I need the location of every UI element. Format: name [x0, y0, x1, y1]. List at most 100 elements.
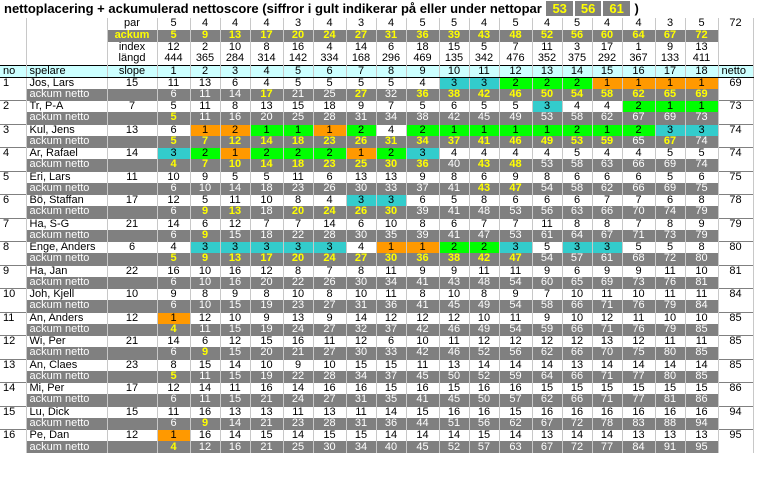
hole-placing: 15: [190, 358, 221, 371]
hole-placing: 10: [220, 311, 251, 324]
hole-placing: 2: [406, 123, 440, 136]
hole-placing: 1: [406, 241, 440, 254]
ackum-netto-cell: 13: [220, 253, 251, 265]
ackum-netto-cell: 63: [592, 159, 623, 171]
ackum-netto-cell: 25: [346, 159, 377, 171]
length-cell: 469: [406, 53, 440, 65]
ackum-netto-cell: 32: [346, 323, 377, 336]
par-cell: 4: [532, 18, 563, 30]
ackum-cell: 17: [250, 29, 284, 42]
ackum-netto-cell: 48: [469, 206, 500, 218]
player-netto: 73: [718, 100, 754, 113]
ackum-netto-cell: 41: [439, 229, 470, 242]
hole-placing: 13: [250, 405, 284, 418]
ackum-netto-cell: 69: [655, 112, 686, 124]
hole-placing: 12: [346, 335, 377, 348]
hole-placing: 13: [346, 170, 377, 183]
ackum-netto-cell: 42: [439, 112, 470, 124]
hole-placing: 9: [685, 217, 719, 230]
blank-cell: [718, 206, 754, 218]
hole-placing: 14: [313, 217, 347, 230]
ackum-netto-cell: 42: [469, 88, 500, 101]
hole-placing: 8: [406, 217, 440, 230]
length-cell: 292: [592, 53, 623, 65]
hole-placing: 7: [313, 264, 347, 277]
hole-placing: 9: [406, 264, 440, 277]
blank-cell: [0, 253, 27, 265]
ackum-netto-cell: 43: [469, 182, 500, 195]
hole-placing: 11: [685, 288, 719, 301]
col-hole: 5: [283, 64, 314, 78]
hole-placing: 5: [157, 100, 191, 113]
hole-placing: 13: [283, 311, 314, 324]
ackum-netto-cell: 21: [250, 441, 284, 453]
ackum-netto-cell: 15: [220, 323, 251, 336]
ackum-netto-row: ackum netto 6 9 15 20 21 27 30 33 42 46 52 56 62 66 70 7…: [0, 347, 754, 359]
hole-placing: 15: [562, 382, 593, 395]
index-cell: 4: [313, 41, 347, 54]
hole-placing: 1: [376, 241, 407, 254]
ackum-netto-cell: 60: [532, 276, 563, 289]
ackum-netto-cell: 10: [190, 300, 221, 312]
ackum-netto-cell: 53: [562, 135, 593, 148]
ackum-netto-cell: 21: [250, 394, 284, 406]
hole-placing: 15: [406, 405, 440, 418]
hole-placing: 10: [562, 288, 593, 301]
length-row: längd 444 365 284 314 142 334 168 296 469 135 342 47…: [0, 53, 754, 65]
hole-placing: 16: [655, 405, 686, 418]
ackum-netto-cell: 65: [562, 276, 593, 289]
ackum-netto-cell: 21: [250, 417, 284, 430]
ackum-netto-cell: 23: [283, 300, 314, 312]
hole-placing: 12: [562, 335, 593, 348]
hole-placing: 15: [250, 429, 284, 442]
ackum-netto-cell: 7: [190, 135, 221, 148]
length-cell: 375: [562, 53, 593, 65]
index-label: index: [107, 41, 158, 54]
ackum-netto-cell: 25: [283, 112, 314, 124]
ackum-netto-cell: 26: [313, 182, 347, 195]
legend-value-3: 61: [603, 1, 630, 16]
player-slope: 21: [107, 217, 158, 230]
player-netto: 75: [718, 170, 754, 183]
col-slope: slope: [107, 64, 158, 78]
hole-placing: 11: [469, 264, 500, 277]
hole-placing: 3: [499, 241, 533, 254]
hole-placing: 3: [592, 241, 623, 254]
hole-placing: 13: [220, 405, 251, 418]
hole-placing: 7: [622, 217, 656, 230]
length-cell: 365: [190, 53, 221, 65]
col-hole: 16: [622, 64, 656, 78]
hole-placing: 14: [220, 358, 251, 371]
player-netto: 86: [718, 382, 754, 395]
ackum-netto-cell: 13: [220, 206, 251, 218]
hole-placing: 11: [499, 311, 533, 324]
hole-placing: 5: [655, 170, 686, 183]
ackum-netto-cell: 36: [406, 159, 440, 171]
player-netto: 94: [718, 405, 754, 418]
hole-placing: 11: [685, 335, 719, 348]
ackum-netto-cell: 53: [532, 112, 563, 124]
hole-placing: 13: [439, 358, 470, 371]
ackum-netto-cell: 70: [622, 206, 656, 218]
par-row: par 5 4 4 4 3 4 3 4 5 5 4 5 4 5 4 4 3 5 72: [0, 18, 754, 30]
blank-cell: [107, 300, 158, 312]
hole-placing: 13: [532, 429, 563, 442]
hole-placing: 7: [250, 217, 284, 230]
ackum-netto-cell: 71: [592, 300, 623, 312]
ackum-netto-row: ackum netto 6 9 15 18 22 28 30 35 39 41 47 53 61 64 67 7…: [0, 229, 754, 242]
ackum-netto-cell: 5: [157, 112, 191, 124]
hole-placing: 6: [655, 194, 686, 207]
ackum-netto-cell: 91: [655, 441, 686, 453]
hole-placing: 4: [469, 147, 500, 160]
hole-placing: 2: [190, 147, 221, 160]
hole-placing: 11: [220, 194, 251, 207]
length-cell: 334: [313, 53, 347, 65]
blank-cell: [26, 53, 108, 65]
hole-placing: 5: [313, 76, 347, 89]
ackum-netto-cell: 80: [655, 347, 686, 359]
ackum-netto-cell: 28: [313, 112, 347, 124]
ackum-netto-cell: 62: [592, 182, 623, 195]
player-row: 9 Ha, Jan 22 16 10 16 12 8 7 8 11 9 9 11 11 9 6 9 9 11 10 81: [0, 264, 754, 277]
ackum-netto-cell: 19: [250, 323, 284, 336]
hole-placing: 8: [685, 241, 719, 254]
